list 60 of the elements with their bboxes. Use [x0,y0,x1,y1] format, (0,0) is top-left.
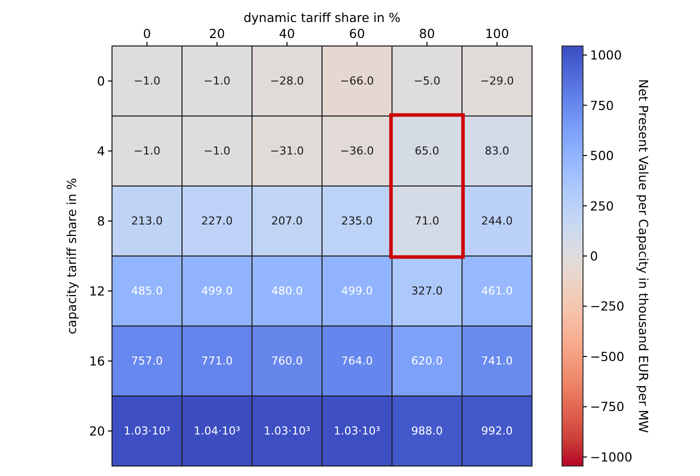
data-label: 327.0 [411,284,443,298]
data-label: 480.0 [271,284,303,298]
data-label: 235.0 [341,214,373,228]
color-bar-label: −750 [590,399,624,414]
data-label: 227.0 [201,214,233,228]
data-label: −1.0 [134,144,160,158]
data-label: 499.0 [201,284,233,298]
data-label: 992.0 [481,424,513,438]
data-label: −29.0 [480,74,514,88]
color-bar-label: −1000 [590,449,632,464]
data-label: 213.0 [131,214,163,228]
y-tick-label: 16 [89,354,106,368]
color-bar-label: −500 [590,348,624,364]
color-bar-label: 500 [590,148,614,164]
color-bar-label: 750 [590,98,614,113]
x-tick-label: 80 [419,26,435,41]
data-label: 760.0 [271,354,303,368]
data-label: 988.0 [411,424,443,438]
y-tick-label: 12 [89,284,105,298]
y-tick-label: 0 [97,74,106,88]
x-tick-label: 20 [209,26,225,41]
data-label: 1.03·10³ [334,424,380,438]
data-label: 764.0 [341,354,373,368]
data-label: 244.0 [481,214,513,228]
x-tick-label: 0 [143,26,152,41]
y-axis-title: capacity tariff share in % [64,178,79,334]
y-tick-label: 4 [97,144,106,158]
color-bar-label: 250 [590,198,614,214]
data-label: 65.0 [414,144,440,158]
data-label: 485.0 [131,284,163,298]
data-label: −1.0 [204,144,230,158]
x-tick-label: 60 [349,26,365,41]
color-bar-label: −250 [590,298,624,314]
data-label: −1.0 [134,74,160,88]
data-label: 620.0 [411,354,443,368]
x-tick-label: 40 [279,26,295,41]
data-label: −5.0 [414,74,440,88]
data-label: 207.0 [271,214,303,228]
x-tick-label: 100 [485,26,509,41]
data-label: 83.0 [484,144,510,158]
data-label: 1.04·10³ [194,424,240,438]
data-label: −1.0 [204,74,230,88]
data-label: 71.0 [414,214,440,228]
data-label: 1.03·10³ [124,424,170,438]
x-axis-title: dynamic tariff share in % [243,10,401,25]
data-label: 771.0 [201,354,233,368]
data-label: 757.0 [131,354,163,368]
color-bar-label: 0 [590,248,598,264]
data-label: 741.0 [481,354,513,368]
data-label: −66.0 [340,74,374,88]
data-label: −28.0 [270,74,304,88]
color-bar-label: 1000 [590,48,622,63]
color-bar-title: Net Present Value per Capacity in thousand EUR per MW [636,79,651,433]
y-tick-label: 8 [97,214,106,228]
data-label: −36.0 [340,144,374,158]
y-tick-label: 20 [89,424,106,438]
data-label: 499.0 [341,284,373,298]
data-label: 461.0 [481,284,513,298]
data-label: 1.03·10³ [264,424,310,438]
data-label: −31.0 [270,144,304,158]
